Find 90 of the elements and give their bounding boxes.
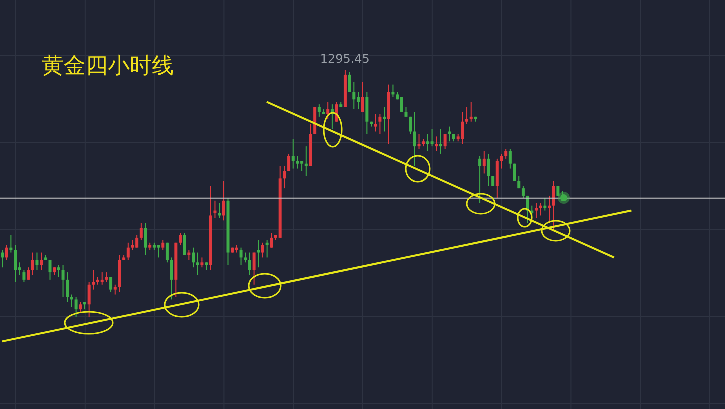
candlestick (192, 247, 196, 268)
candlestick (31, 252, 34, 276)
candlestick (74, 296, 78, 318)
candlestick (292, 138, 295, 170)
candlestick (409, 116, 412, 135)
candlestick (534, 202, 538, 219)
candlestick (183, 232, 186, 256)
candlestick (444, 134, 447, 150)
candlestick (100, 272, 104, 286)
candlestick (439, 128, 442, 154)
candlestick (548, 195, 552, 224)
candlestick (162, 240, 165, 251)
candlestick (166, 242, 169, 264)
candlestick (22, 270, 26, 283)
candlestick (404, 106, 408, 118)
candlestick (482, 151, 486, 174)
candlestick (92, 270, 96, 290)
candlestick (200, 257, 204, 268)
candlestick (266, 240, 269, 258)
candlestick (518, 176, 521, 190)
candlestick (326, 102, 330, 120)
candlestick (79, 302, 82, 313)
candlestick (508, 148, 512, 170)
candlestick (57, 264, 60, 278)
candlestick (214, 200, 217, 219)
candlestick (430, 128, 434, 148)
candlestick (1, 250, 4, 268)
candlestick (552, 180, 556, 232)
candlestick (288, 153, 291, 172)
candlestick (248, 252, 252, 276)
candlestick (435, 136, 438, 152)
candlestick (144, 222, 148, 256)
candlestick (478, 156, 482, 204)
candlestick (110, 276, 113, 293)
candlestick (27, 267, 30, 280)
candlestick (400, 96, 404, 112)
candlestick (304, 146, 308, 177)
candlestick (252, 252, 256, 286)
candlestick (378, 114, 382, 135)
candlestick (131, 240, 134, 251)
candlestick (352, 82, 356, 110)
candlestick (40, 252, 44, 271)
candlestick (10, 234, 13, 254)
candlestick (157, 244, 160, 258)
candlestick (556, 186, 560, 196)
candlestick (461, 111, 464, 145)
candlestick (335, 102, 338, 122)
candlestick (5, 244, 8, 261)
candlestick (470, 102, 473, 122)
candlestick (170, 257, 174, 300)
candlestick (418, 134, 421, 150)
candlestick (361, 82, 364, 112)
candlestick (222, 180, 226, 222)
candlestick (544, 198, 547, 212)
candlestick (105, 272, 108, 283)
candlestick (257, 240, 260, 268)
candlestick (522, 186, 525, 199)
candlestick (413, 111, 416, 167)
candlestick (283, 166, 286, 190)
candlestick (466, 106, 469, 125)
candlestick (383, 106, 386, 132)
candlestick (14, 244, 18, 283)
candlestick (261, 242, 264, 258)
candlestick (244, 252, 248, 264)
candlestick (88, 282, 91, 318)
candlestick (392, 84, 395, 98)
candlestick (66, 272, 70, 303)
candlestick (114, 284, 117, 296)
candlestick (270, 232, 274, 248)
candlestick (140, 222, 143, 241)
candlestick (500, 153, 504, 170)
candlestick (348, 72, 352, 93)
candlestick (240, 247, 243, 266)
candlestick (62, 264, 65, 298)
candlestick (178, 232, 182, 246)
candlestick (539, 202, 542, 216)
candlestick (126, 242, 130, 261)
candlestick (48, 260, 52, 280)
annotation: 1295.45 (320, 52, 370, 66)
candlestick (318, 104, 321, 118)
candlestick (196, 252, 200, 276)
candlestick (487, 153, 490, 187)
candlestick (374, 114, 378, 132)
candlestick (296, 156, 300, 170)
candlestick (356, 92, 360, 110)
candlestick (70, 294, 74, 308)
chart-title: 黄金四小时线 (42, 53, 174, 81)
candlestick (448, 126, 452, 142)
candlestick (36, 252, 39, 271)
candlestick (504, 148, 508, 160)
